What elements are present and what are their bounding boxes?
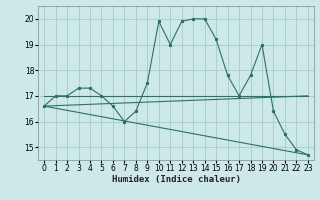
X-axis label: Humidex (Indice chaleur): Humidex (Indice chaleur) — [111, 175, 241, 184]
